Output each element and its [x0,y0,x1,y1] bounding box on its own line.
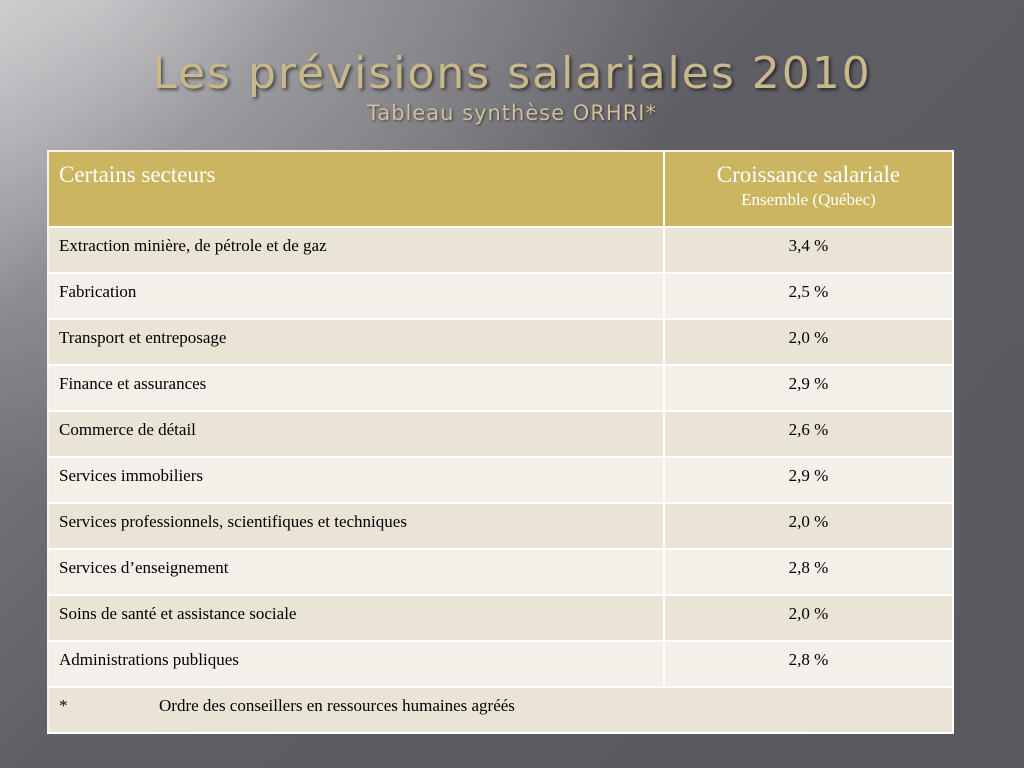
table-row: Administrations publiques 2,8 % [48,641,955,688]
header-growth-main: Croissance salariale [716,162,901,187]
footnote-row: * Ordre des conseillers en ressources hum… [48,687,954,734]
table-row: Transport et entreposage 2,0 % [48,319,955,366]
table-row: Services immobiliers 2,9 % [48,457,955,504]
growth-cell: 2,8 % [663,641,955,688]
header-row: Certains secteurs Croissance salariale E… [48,151,955,228]
sector-cell: Services immobiliers [48,457,665,504]
sector-cell: Services professionnels, scientifiques e… [48,503,665,550]
header-growth-sub: Ensemble (Québec) [741,190,876,209]
footnote-text: Ordre des conseillers en ressources huma… [159,696,515,715]
table-row: Finance et assurances 2,9 % [48,365,955,412]
footnote-cell: * Ordre des conseillers en ressources hum… [48,687,954,734]
growth-cell: 2,5 % [663,273,955,320]
sector-cell: Finance et assurances [48,365,665,412]
header-sector: Certains secteurs [48,151,665,228]
growth-cell: 2,9 % [663,457,955,504]
sector-cell: Fabrication [48,273,665,320]
sector-cell: Extraction minière, de pétrole et de gaz [48,227,665,274]
growth-cell: 2,0 % [663,319,955,366]
table-row: Commerce de détail 2,6 % [48,411,955,458]
title-block: Les prévisions salariales 2010 Tableau s… [0,48,1024,126]
table-row: Soins de santé et assistance sociale 2,0… [48,595,955,642]
growth-cell: 2,8 % [663,549,955,596]
sector-cell: Services d’enseignement [48,549,665,596]
slide-subtitle: Tableau synthèse ORHRI* [366,101,658,125]
growth-cell: 3,4 % [663,227,955,274]
slide-title: Les prévisions salariales 2010 [152,48,872,99]
growth-cell: 2,0 % [663,595,955,642]
salary-forecast-table: Certains secteurs Croissance salariale E… [47,150,955,734]
table-row: Fabrication 2,5 % [48,273,955,320]
header-growth: Croissance salariale Ensemble (Québec) [663,151,955,228]
sector-cell: Commerce de détail [48,411,665,458]
growth-cell: 2,9 % [663,365,955,412]
sector-cell: Administrations publiques [48,641,665,688]
table-header: Certains secteurs Croissance salariale E… [48,151,955,228]
growth-cell: 2,6 % [663,411,955,458]
growth-cell: 2,0 % [663,503,955,550]
table-row: Extraction minière, de pétrole et de gaz… [48,227,955,274]
sector-cell: Transport et entreposage [48,319,665,366]
sector-cell: Soins de santé et assistance sociale [48,595,665,642]
table-row: Services professionnels, scientifiques e… [48,503,955,550]
table-row: Services d’enseignement 2,8 % [48,549,955,596]
footnote-marker: * [59,696,68,715]
table-body: Extraction minière, de pétrole et de gaz… [48,227,955,734]
